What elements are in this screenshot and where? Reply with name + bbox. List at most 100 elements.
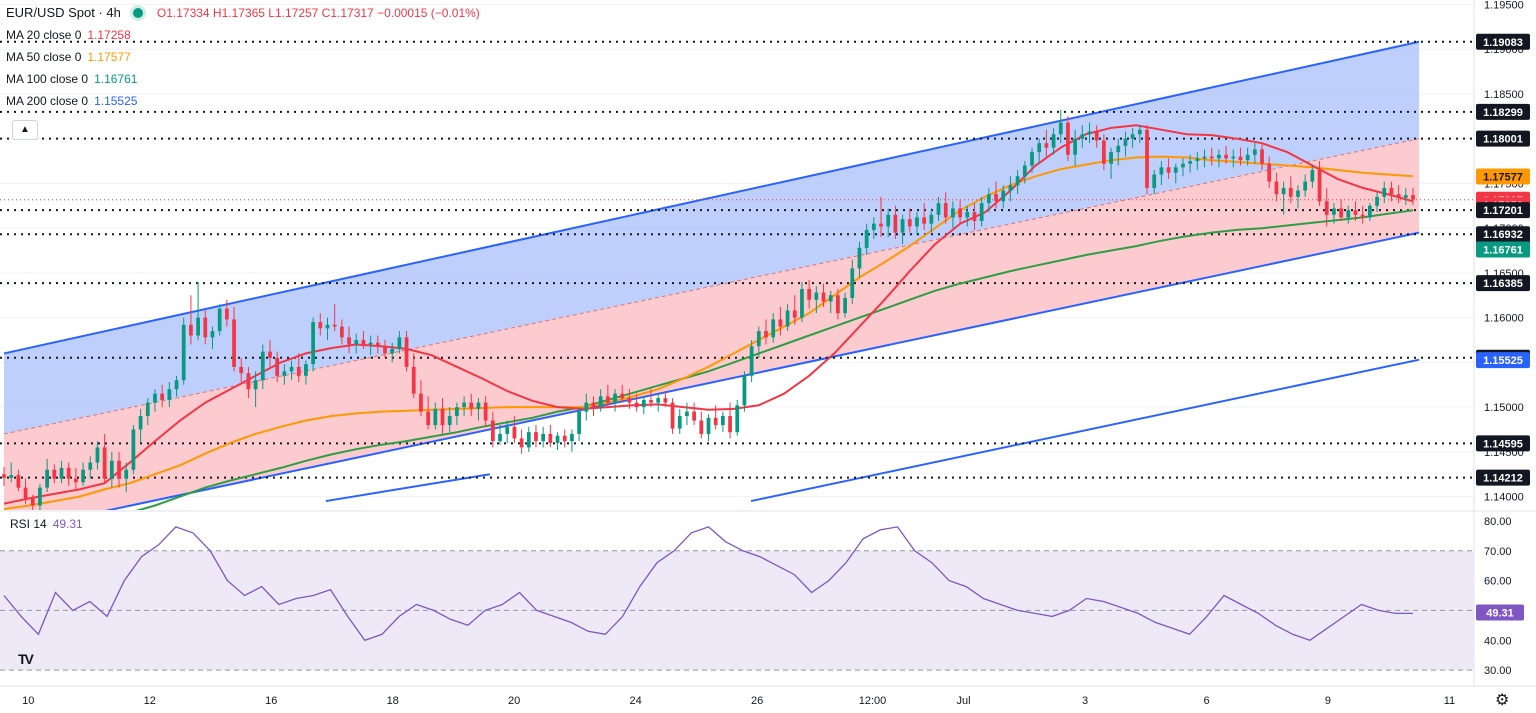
candle-body [814,292,819,300]
candle-body [1015,176,1020,186]
candle-body [929,214,934,224]
candle-body [304,364,308,376]
candle-body [591,402,596,408]
candle-body [728,416,732,433]
price-tag-label: 1.16932 [1483,229,1523,241]
candle-body [268,351,272,358]
tradingview-logo-icon[interactable]: TV [18,651,34,667]
candle-body [1080,134,1085,139]
candle-body [167,389,172,400]
trend-line [750,358,1420,503]
ma20-value: 1.17258 [87,28,131,42]
candle-body [706,417,711,434]
time-tick-label: 20 [508,695,520,707]
time-tick-label: 16 [265,695,277,707]
candle-body [1116,145,1121,153]
candle-body [1288,187,1293,197]
candle-body [224,308,229,320]
candle-body [66,467,71,479]
candle-body [390,348,395,354]
candle-body [102,447,107,479]
price-pane [0,3,1474,510]
rsi-legend[interactable]: RSI 14 49.31 [10,517,83,531]
candle-body [476,402,481,409]
ma50-legend[interactable]: MA 50 close 0 1.17577 [6,46,480,68]
ma100-legend[interactable]: MA 100 close 0 1.16761 [6,68,480,90]
candle-body [1051,134,1056,148]
candle-body [1346,210,1351,218]
collapse-legend-button[interactable]: ▲ [12,120,38,140]
ma200-legend[interactable]: MA 200 close 0 1.15525 [6,90,480,112]
candle-body [893,214,898,233]
candle-body [246,373,251,390]
ma50-line [3,155,1414,510]
candle-body [1123,138,1128,146]
candle-body [253,380,258,390]
candle-body [1188,161,1193,164]
candle-body [498,433,502,442]
candle-body [397,337,402,349]
gear-icon[interactable]: ⚙ [1495,692,1510,709]
price-tag [1476,202,1530,219]
candle-body [505,426,510,434]
candle-body [1252,149,1257,155]
rsi-line [3,526,1413,642]
candle-body [785,310,790,327]
candle-body [649,399,653,403]
candle-body [771,319,776,338]
ma20-legend[interactable]: MA 20 close 0 1.17258 [6,24,480,46]
candle-body [965,212,970,218]
time-tick-label: 26 [751,695,763,707]
candle-body [958,208,962,218]
ma50-label: MA 50 close 0 [6,50,82,64]
candle-body [1008,185,1013,191]
rsi-value: 49.31 [52,517,83,531]
candle-body [160,393,165,400]
candle-body [922,217,927,224]
price-tag-label: 1.18299 [1483,107,1523,119]
ma200-value: 1.15525 [94,94,138,108]
ma50-value: 1.17577 [87,50,131,64]
candle-body [519,438,524,448]
rsi-tick-label: 60.00 [1484,576,1512,588]
candle-body [447,416,452,425]
price-tag-label: 1.18001 [1483,134,1523,146]
candle-body [311,322,315,365]
rsi-label: RSI 14 [10,517,47,531]
candle-body [1382,187,1387,197]
price-tag [1476,226,1530,243]
candle-body [871,223,876,230]
chevron-up-icon: ▲ [20,124,30,135]
candle-body [145,402,150,417]
candle-body [131,429,136,470]
price-tag [1476,241,1530,258]
candle-body [526,432,531,448]
price-tag-label: 1.17577 [1483,172,1523,184]
candle-body [1411,195,1415,200]
candle-body [1267,163,1272,182]
candle-body [1087,131,1092,135]
time-tick-label: 9 [1325,695,1331,707]
time-tick-label: Jul [957,695,971,707]
candle-body [713,417,718,425]
candle-body [1130,134,1135,139]
ma100-label: MA 100 close 0 [6,72,89,86]
symbol-title[interactable]: EUR/USD Spot · 4h [6,5,121,20]
candle-body [634,402,639,408]
candle-body [30,498,35,506]
price-tag [1476,352,1530,369]
candle-body [490,420,495,442]
candle-body [1159,167,1164,175]
candle-body [74,478,78,483]
candle-body [1066,122,1070,155]
candle-body [1022,165,1027,177]
candle-body [764,331,768,338]
rsi-tick-label: 80.00 [1484,516,1512,528]
candle-body [915,217,919,227]
candle-body [1389,187,1394,195]
price-tick-label: 1.16000 [1484,313,1524,325]
candle-body [419,393,423,412]
candle-body [735,405,740,433]
candle-body [1001,190,1006,202]
